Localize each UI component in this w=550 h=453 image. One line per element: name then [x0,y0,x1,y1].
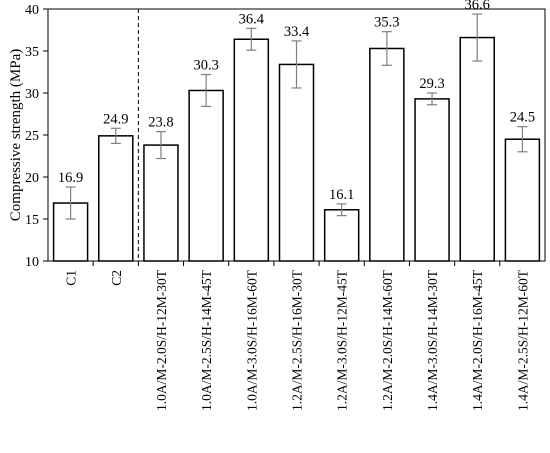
labels: 10 15 20 25 30 35 40 16.9 C1 24.9 C2 23.8 1.0A/M-2.0… [25,0,535,411]
data-label: 16.1 [329,187,354,203]
bar [188,89,224,262]
bar [504,138,541,262]
y-tick-label: 40 [25,3,39,18]
data-label: 36.6 [465,0,490,13]
data-label: 35.3 [374,15,399,31]
category-label: 1.0A/M-2.5S/H-14M-45T [199,269,214,411]
y-tick-label: 35 [25,45,39,60]
y-axis-title: Compressive strength (MPa) [8,49,24,221]
data-label: 33.4 [284,24,310,40]
bar [414,98,450,262]
bar [369,47,405,262]
category-label: C2 [109,270,124,286]
bar [278,63,315,262]
category-label: 1.2A/M-2.5S/H-16M-30T [290,269,305,411]
category-label: 1.2A/M-2.0S/H-14M-60T [380,269,395,411]
data-label: 16.9 [58,170,83,186]
y-tick-label: 20 [25,171,39,186]
bar [323,209,360,262]
bar [233,38,270,262]
y-tick-label: 30 [25,87,39,102]
category-label: C1 [64,270,79,286]
bar [459,36,495,262]
category-label: 1.0A/M-3.0S/H-16M-60T [244,269,259,411]
category-label: 1.4A/M-3.0S/H-14M-30T [425,269,440,411]
data-label: 30.3 [193,58,218,74]
data-label: 24.9 [103,111,128,127]
bars [52,13,541,262]
y-tick-label: 15 [25,213,39,228]
bar [98,135,134,262]
category-label: 1.4A/M-2.5S/H-12M-60T [515,269,530,411]
category-label: 1.0A/M-2.0S/H-12M-30T [154,269,169,411]
category-label: 1.4A/M-2.0S/H-16M-45T [470,269,485,411]
data-label: 36.4 [239,11,265,27]
data-label: 23.8 [148,115,173,131]
category-label: 1.2A/M-3.0S/H-12M-45T [335,269,350,411]
y-tick-label: 10 [25,255,39,270]
bar [143,144,179,262]
data-label: 29.3 [419,76,444,92]
y-tick-label: 25 [25,129,39,144]
data-label: 24.5 [510,110,535,126]
